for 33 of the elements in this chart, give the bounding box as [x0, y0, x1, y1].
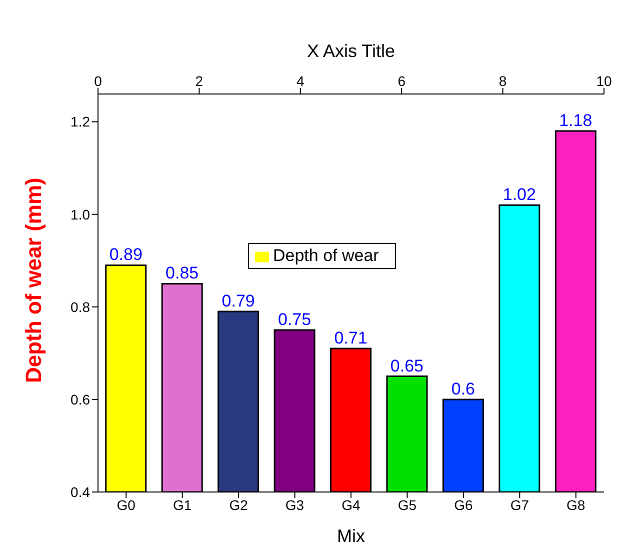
legend-label: Depth of wear: [273, 246, 379, 265]
x2-tick-label: 8: [498, 73, 507, 89]
y-axis-title: Depth of wear (mm): [20, 178, 46, 383]
data-label: 0.6: [451, 379, 476, 398]
y-tick-label: 0.6: [70, 391, 90, 408]
y-tick-label: 1.0: [70, 206, 90, 222]
x2-tick-label: 6: [398, 73, 406, 89]
x-tick-label: G0: [116, 496, 136, 513]
data-label: 0.85: [166, 264, 199, 283]
data-label: 0.79: [222, 292, 255, 311]
x-tick-label: G1: [172, 496, 192, 513]
y-tick-label: 0.4: [70, 484, 90, 500]
x-tick-label: G4: [342, 496, 361, 513]
x2-axis-title: X Axis Title: [306, 40, 396, 61]
x2-tick-label: 4: [296, 73, 304, 89]
x2-tick-label: 2: [195, 73, 204, 89]
x-tick-label: G2: [229, 496, 248, 513]
x-tick-label: G6: [454, 496, 473, 513]
x-tick-label: G8: [566, 496, 586, 513]
y-tick-label: 0.8: [70, 298, 90, 315]
x-tick-label: G7: [510, 496, 530, 513]
data-label: 0.75: [278, 310, 312, 330]
x-axis-title: Mix: [337, 526, 365, 546]
data-label: 0.65: [390, 356, 424, 376]
x-tick-label: G5: [398, 496, 417, 513]
data-label: 0.71: [334, 328, 368, 348]
x-tick-label: G3: [285, 496, 304, 513]
x2-tick-label: 10: [596, 73, 612, 89]
data-label: 0.89: [109, 245, 142, 264]
data-label: 1.02: [502, 185, 536, 204]
data-label: 1.18: [559, 111, 592, 130]
y-tick-label: 1.2: [70, 114, 90, 130]
x2-tick-label: 0: [94, 73, 102, 89]
